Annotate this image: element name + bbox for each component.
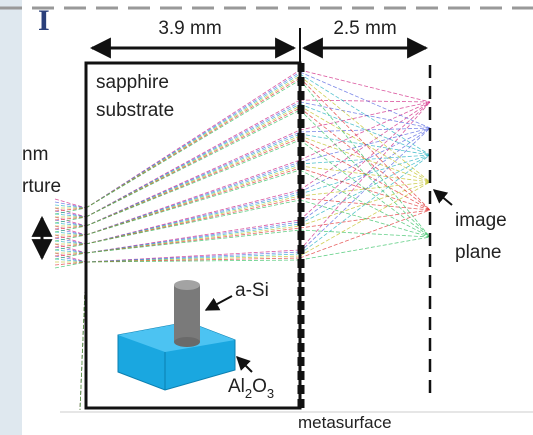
pillar bbox=[174, 285, 200, 342]
pillar-top bbox=[174, 280, 200, 290]
image-plane-label: plane bbox=[455, 242, 502, 263]
panel-label: I bbox=[38, 4, 50, 37]
figure: I 3.9 mm 2.5 mm sapphire substrate nm rt… bbox=[0, 0, 533, 435]
aperture-label: nm bbox=[22, 144, 48, 165]
image-plane-label: image bbox=[455, 210, 507, 231]
metasurface-label: metasurface bbox=[298, 413, 392, 432]
substrate-label: sapphire bbox=[96, 72, 169, 93]
base-label-sub: 2 bbox=[245, 386, 252, 401]
aperture-label: rture bbox=[22, 176, 61, 197]
page: I 3.9 mm 2.5 mm sapphire substrate nm rt… bbox=[0, 0, 533, 435]
base-label-sub: 3 bbox=[267, 386, 274, 401]
side-strip bbox=[0, 0, 22, 435]
base-label-part: O bbox=[252, 376, 267, 397]
pillar-label: a-Si bbox=[235, 280, 269, 301]
base-label-part: Al bbox=[228, 376, 245, 397]
pillar-bottom bbox=[174, 337, 200, 347]
substrate-dimension-label: 3.9 mm bbox=[158, 18, 221, 39]
gap-dimension-label: 2.5 mm bbox=[333, 18, 396, 39]
substrate-label: substrate bbox=[96, 100, 174, 121]
